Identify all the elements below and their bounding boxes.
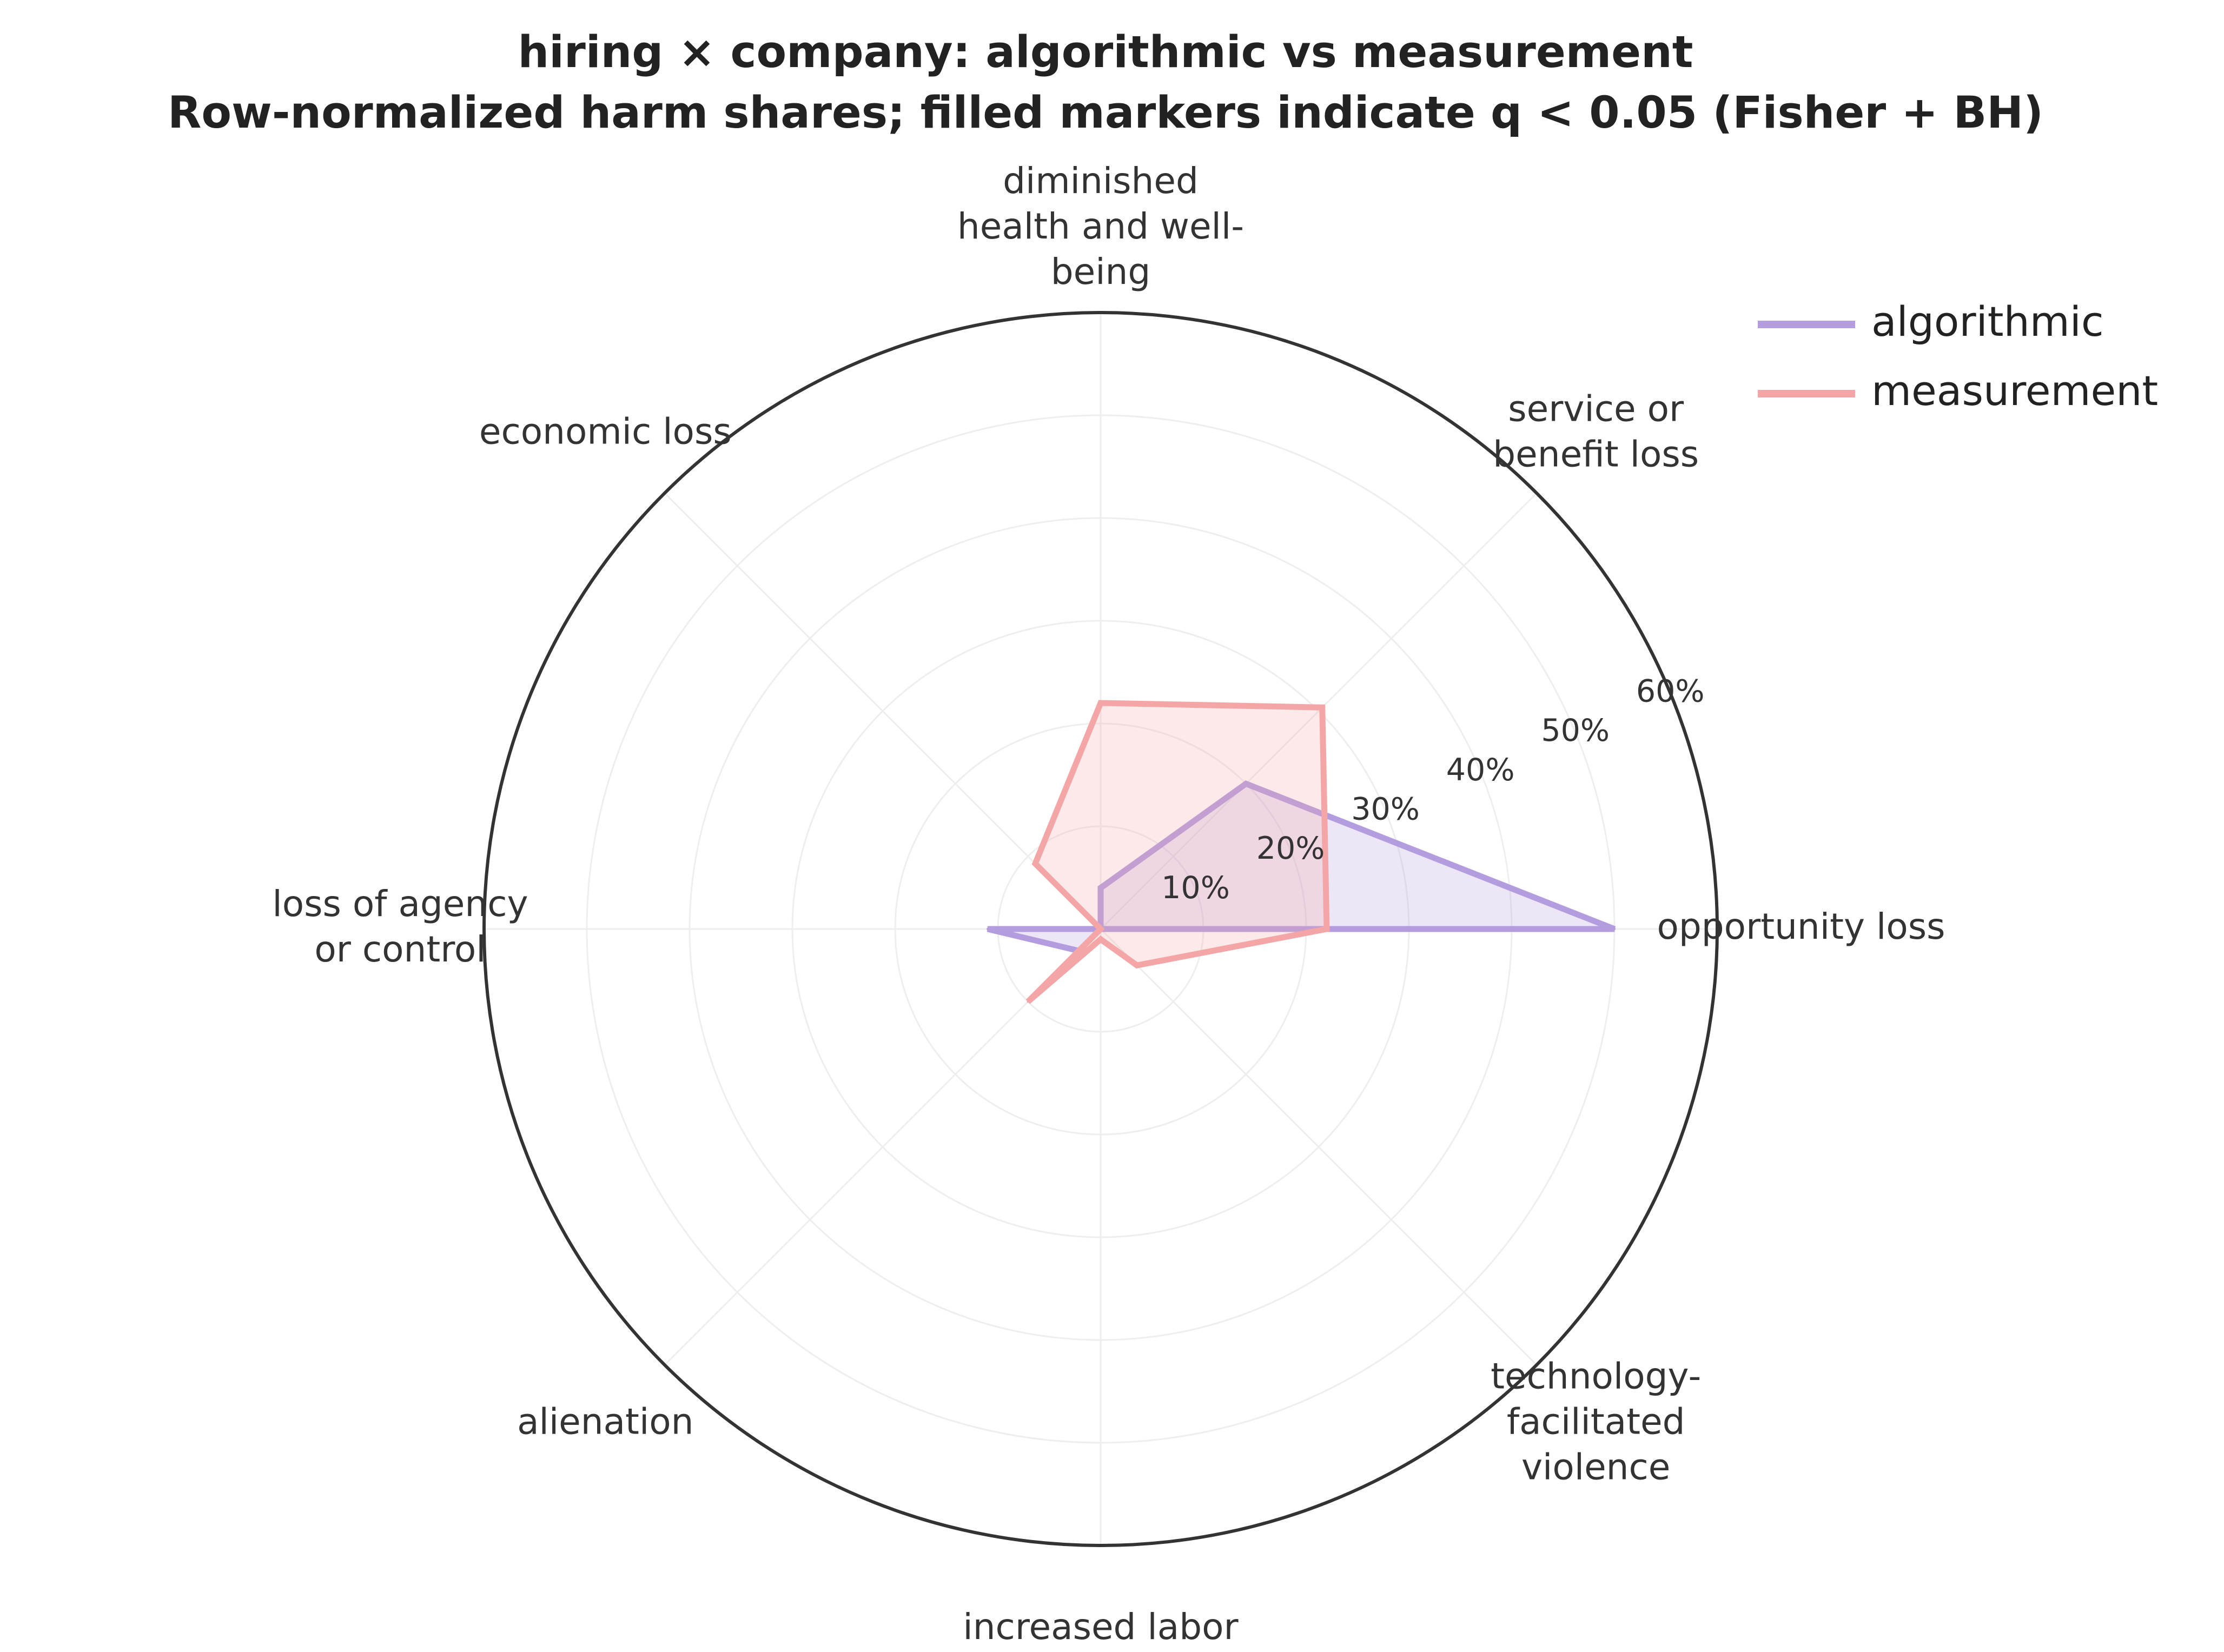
radial-tick-labels: 10% 20% 30% 40% 50% 60% bbox=[1161, 673, 1704, 906]
radial-tick-label-30: 30% bbox=[1351, 791, 1420, 827]
category-label-line: service or bbox=[1508, 388, 1684, 429]
data-point-measurement-alienation bbox=[1027, 1000, 1029, 1003]
category-label-service-or-benefit-loss: service or benefit loss bbox=[1493, 388, 1699, 475]
data-point-measurement-technology-facilitated-violence bbox=[1136, 964, 1139, 967]
legend: algorithmic measurement bbox=[1758, 297, 2158, 415]
category-label-economic-loss: economic loss bbox=[479, 410, 732, 452]
data-point-measurement-diminished-health-and-well-being bbox=[1100, 702, 1102, 704]
spoke-technology-facilitated-violence bbox=[1100, 928, 1538, 1366]
category-label-line: facilitated bbox=[1507, 1401, 1685, 1443]
series-layer bbox=[987, 700, 1616, 1004]
radial-tick-label-10: 10% bbox=[1161, 870, 1230, 906]
category-label-line: or control bbox=[314, 928, 486, 970]
data-point-measurement-loss-of-agency-or-control bbox=[1100, 928, 1102, 930]
data-point-algorithmic-loss-of-agency-or-control bbox=[987, 928, 989, 930]
category-label-diminished-health-and-well-being: diminished health and well-being bbox=[957, 160, 1244, 293]
data-point-algorithmic-diminished-health-and-well-being bbox=[1100, 887, 1102, 889]
category-label-line: diminished bbox=[1003, 160, 1199, 202]
data-point-measurement-economic-loss bbox=[1034, 863, 1037, 865]
legend-item-algorithmic: algorithmic bbox=[1758, 297, 2104, 346]
radial-tick-label-20: 20% bbox=[1256, 831, 1325, 866]
category-label-line: being bbox=[1051, 251, 1151, 293]
series-measurement bbox=[1025, 700, 1330, 1004]
radial-tick-label-60: 60% bbox=[1636, 673, 1705, 709]
category-label-line: opportunity loss bbox=[1657, 906, 1945, 947]
spoke-service-or-benefit-loss bbox=[1100, 492, 1538, 930]
category-label-increased-labor: increased labor bbox=[963, 1606, 1239, 1648]
category-label-line: increased labor bbox=[963, 1606, 1239, 1648]
data-point-measurement-opportunity-loss bbox=[1326, 928, 1328, 930]
category-label-line: health and well- bbox=[957, 205, 1244, 247]
legend-item-measurement: measurement bbox=[1758, 367, 2158, 415]
spoke-economic-loss bbox=[664, 492, 1102, 930]
chart-subtitle: Row-normalized harm shares; filled marke… bbox=[168, 88, 2043, 138]
chart-title: hiring × company: algorithmic vs measure… bbox=[518, 27, 1693, 78]
outer-ring bbox=[482, 311, 1719, 1547]
category-label-line: loss of agency bbox=[272, 883, 528, 925]
category-label-line: violence bbox=[1521, 1447, 1670, 1488]
legend-label-measurement: measurement bbox=[1871, 367, 2158, 415]
category-label-opportunity-loss: opportunity loss bbox=[1657, 906, 1945, 947]
data-point-measurement-service-or-benefit-loss bbox=[1321, 706, 1323, 709]
category-label-line: technology- bbox=[1491, 1356, 1701, 1397]
category-label-alienation: alienation bbox=[517, 1401, 693, 1443]
category-label-line: alienation bbox=[517, 1401, 693, 1443]
legend-label-algorithmic: algorithmic bbox=[1871, 297, 2104, 346]
radial-tick-label-50: 50% bbox=[1541, 713, 1610, 748]
data-point-algorithmic-service-or-benefit-loss bbox=[1245, 782, 1247, 785]
category-label-line: economic loss bbox=[479, 410, 732, 452]
category-labels: opportunity loss service or benefit loss di… bbox=[272, 160, 1945, 1648]
data-point-measurement-increased-labor bbox=[1100, 938, 1102, 940]
radial-tick-label-40: 40% bbox=[1446, 752, 1515, 788]
category-label-loss-of-agency-or-control: loss of agency or control bbox=[272, 883, 528, 970]
data-point-algorithmic-opportunity-loss bbox=[1613, 928, 1616, 930]
category-label-technology-facilitated-violence: technology-facilitated violence bbox=[1491, 1356, 1701, 1488]
category-label-line: benefit loss bbox=[1493, 433, 1699, 475]
